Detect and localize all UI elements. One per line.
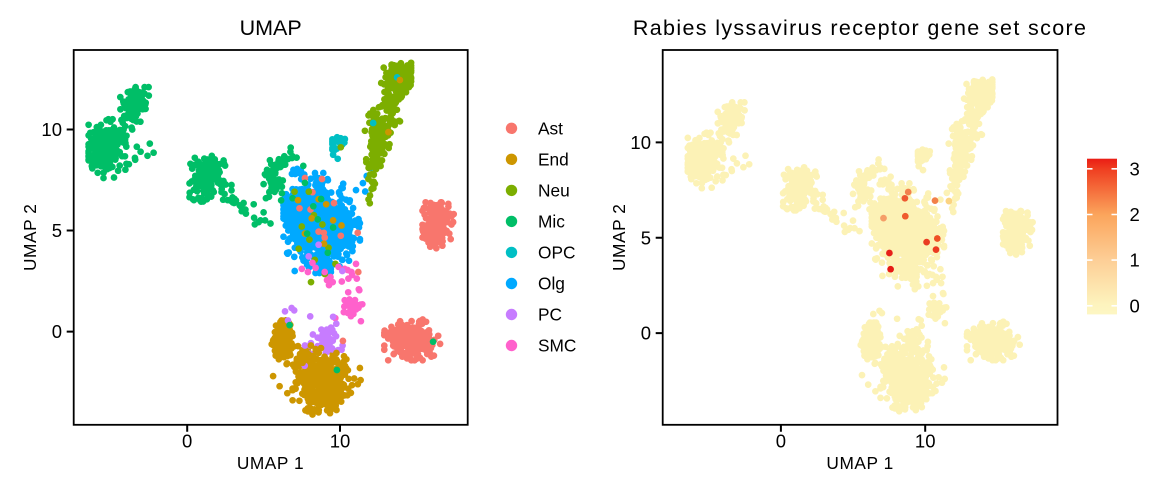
svg-text:UMAP: UMAP bbox=[240, 16, 302, 40]
svg-text:0: 0 bbox=[776, 431, 786, 452]
svg-text:0: 0 bbox=[1130, 295, 1140, 316]
svg-text:1: 1 bbox=[1130, 250, 1140, 271]
svg-text:2: 2 bbox=[1130, 204, 1140, 225]
svg-text:10: 10 bbox=[330, 431, 351, 452]
svg-text:UMAP 2: UMAP 2 bbox=[20, 204, 40, 271]
svg-text:0: 0 bbox=[182, 431, 192, 452]
svg-text:5: 5 bbox=[52, 220, 62, 241]
svg-text:10: 10 bbox=[915, 431, 936, 452]
svg-text:Ast: Ast bbox=[538, 119, 563, 139]
svg-text:End: End bbox=[538, 150, 569, 170]
svg-text:0: 0 bbox=[52, 321, 62, 342]
svg-text:10: 10 bbox=[630, 132, 651, 153]
svg-text:Olg: Olg bbox=[538, 274, 565, 294]
svg-text:UMAP 2: UMAP 2 bbox=[609, 204, 629, 271]
svg-text:0: 0 bbox=[641, 323, 651, 344]
svg-text:Neu: Neu bbox=[538, 181, 570, 201]
svg-text:PC: PC bbox=[538, 305, 562, 325]
svg-text:UMAP 1: UMAP 1 bbox=[826, 453, 893, 473]
svg-text:10: 10 bbox=[41, 119, 62, 140]
svg-text:Rabies lyssavirus receptor gen: Rabies lyssavirus receptor gene set scor… bbox=[633, 16, 1087, 40]
svg-text:Mic: Mic bbox=[538, 212, 565, 232]
svg-text:UMAP 1: UMAP 1 bbox=[237, 453, 304, 473]
svg-text:SMC: SMC bbox=[538, 336, 576, 356]
svg-text:3: 3 bbox=[1130, 158, 1140, 179]
svg-text:OPC: OPC bbox=[538, 243, 575, 263]
svg-text:5: 5 bbox=[641, 227, 651, 248]
